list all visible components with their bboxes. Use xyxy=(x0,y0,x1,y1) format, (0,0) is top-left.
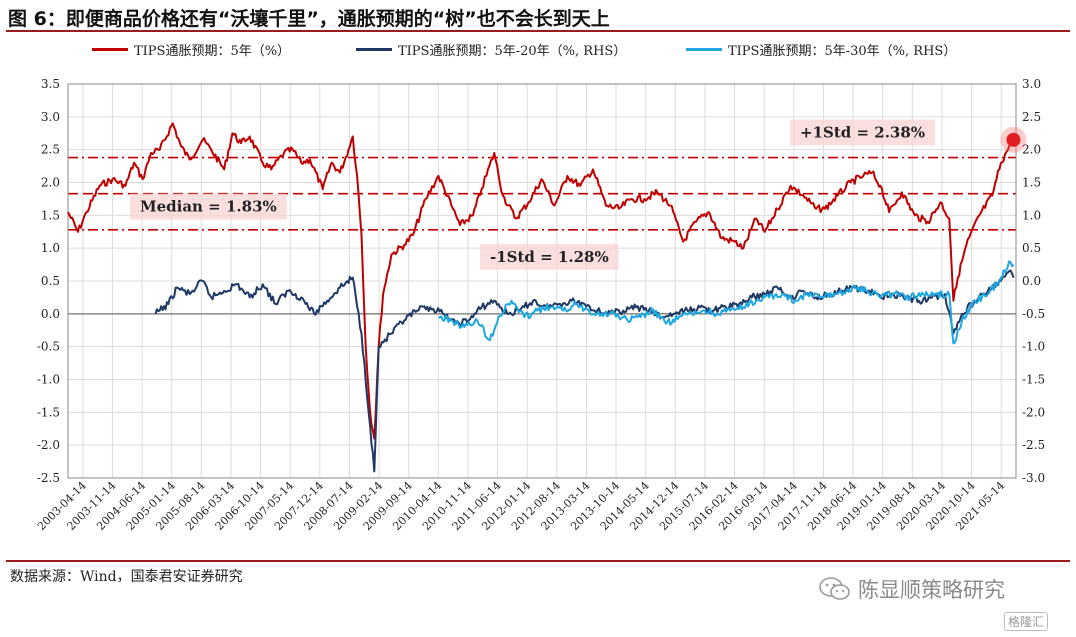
watermark-small: 格隆汇 xyxy=(1004,612,1049,631)
y-left-tick-label: 1.5 xyxy=(41,208,60,222)
y-left-tick-label: 2.5 xyxy=(41,143,60,157)
y-right-tick-label: 0.0 xyxy=(1022,274,1041,288)
source-note: 数据来源：Wind，国泰君安证券研究 xyxy=(10,569,243,585)
legend-label-tips5-20: TIPS通胀预期：5年-20年（%, RHS） xyxy=(398,44,627,59)
reference-label-box xyxy=(130,193,287,220)
legend-item-tips5-30: TIPS通胀预期：5年-30年（%, RHS） xyxy=(686,40,956,59)
line-chart: -2.5 -2.0 -1.5 -1.0 -0.5 0.0 0.5 1.0 1.5 2.0 2.5 3.… xyxy=(35,77,1045,533)
y-right-tick-label: -1.5 xyxy=(1022,373,1045,387)
wechat-icon xyxy=(819,577,850,600)
y-right-tick-label: 1.0 xyxy=(1022,208,1041,222)
chart-series xyxy=(67,122,1015,473)
y-left-tick-label: 0.0 xyxy=(41,307,60,321)
page-title: 图 6：即便商品价格还有“沃壤千里”，通胀预期的“树”也不会长到天上 xyxy=(8,8,610,30)
watermark: 陈显顺策略研究 xyxy=(818,574,1005,604)
highlight-dot xyxy=(1006,132,1021,147)
y-left-tick-label: -2.5 xyxy=(37,471,60,485)
series-line-1 xyxy=(154,269,1015,473)
reference-label: -1Std = 1.28% xyxy=(490,248,609,266)
legend-swatch-tips5 xyxy=(92,48,128,51)
legend-label-tips5-30: TIPS通胀预期：5年-30年（%, RHS） xyxy=(728,44,957,59)
reference-label: +1Std = 2.38% xyxy=(800,124,925,142)
y-left-tick-label: -1.0 xyxy=(37,373,60,387)
y-left-tick-label: -0.5 xyxy=(37,340,60,354)
plot-frame xyxy=(67,83,1017,479)
y-left-tick-label: 3.0 xyxy=(41,110,60,124)
reference-label-box xyxy=(790,119,936,146)
y-left-tick-label: -2.0 xyxy=(37,438,60,452)
y-right-tick-label: -2.0 xyxy=(1022,405,1045,419)
y-right-tick-label: 1.5 xyxy=(1022,176,1041,190)
y-right-tick-label: -2.5 xyxy=(1022,438,1045,452)
chart-annotations: +1Std = 2.38% Median = 1.83% -1Std = 1.28% xyxy=(130,119,1027,270)
series-line-2 xyxy=(438,260,1015,345)
watermark-text: 陈显顺策略研究 xyxy=(858,578,1005,602)
footer-rule xyxy=(6,560,1070,562)
chart-legend: TIPS通胀预期：5年（%） TIPS通胀预期：5年-20年（%, RHS） T… xyxy=(0,40,1076,60)
y-right-tick-label: 2.5 xyxy=(1022,110,1041,124)
reference-label: Median = 1.83% xyxy=(140,198,277,216)
y-right-tick-label: -3.0 xyxy=(1022,471,1045,485)
legend-swatch-tips5-30 xyxy=(686,48,722,51)
reference-label-box xyxy=(480,243,619,270)
y-left-tick-label: 2.0 xyxy=(41,176,60,190)
legend-item-tips5: TIPS通胀预期：5年（%） xyxy=(92,40,290,59)
y-right-tick-label: 3.0 xyxy=(1022,77,1041,91)
legend-swatch-tips5-20 xyxy=(356,48,392,51)
legend-item-tips5-20: TIPS通胀预期：5年-20年（%, RHS） xyxy=(356,40,626,59)
y-left-tick-label: 0.5 xyxy=(41,274,60,288)
y-right-tick-label: 2.0 xyxy=(1022,143,1041,157)
y-left-tick-label: -1.5 xyxy=(37,405,60,419)
y-left-tick-label: 1.0 xyxy=(41,241,60,255)
legend-label-tips5: TIPS通胀预期：5年（%） xyxy=(134,44,291,59)
y-right-tick-label: -1.0 xyxy=(1022,340,1045,354)
y-right-tick-label: 0.5 xyxy=(1022,241,1041,255)
title-rule xyxy=(6,30,1070,32)
series-line-0 xyxy=(67,122,1015,440)
y-right-tick-label: -0.5 xyxy=(1022,307,1045,321)
y-left-tick-label: 3.5 xyxy=(41,77,60,91)
